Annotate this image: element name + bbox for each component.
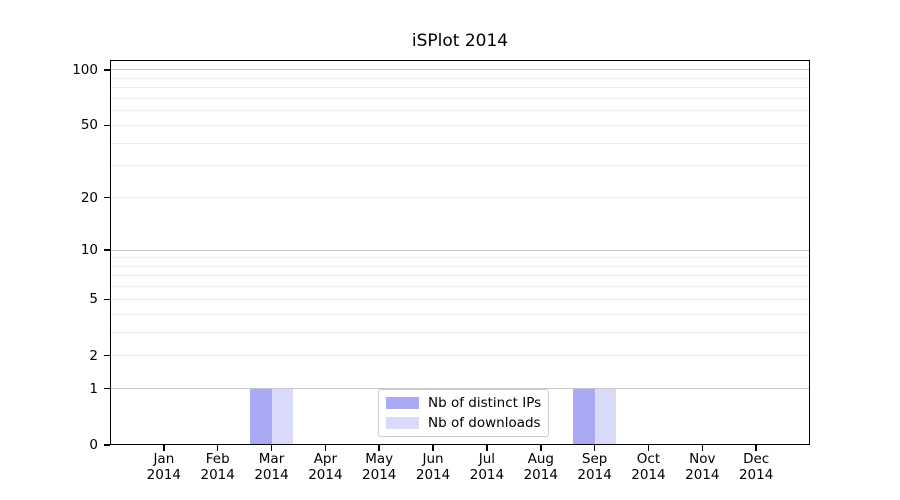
y-tick-mark xyxy=(104,444,110,446)
y-tick-label: 2 xyxy=(89,347,98,364)
minor-gridline xyxy=(110,286,810,288)
x-tick-month: Nov xyxy=(689,451,716,467)
y-tick-label: 100 xyxy=(72,61,98,78)
x-tick-year: 2014 xyxy=(146,467,182,483)
x-tick-month: Aug xyxy=(527,451,554,467)
y-tick-mark xyxy=(104,124,110,127)
x-tick-year: 2014 xyxy=(469,467,505,483)
minor-gridline xyxy=(110,87,810,89)
x-tick-month: Oct xyxy=(636,451,661,467)
minor-gridline xyxy=(110,331,810,333)
legend-row: Nb of downloads xyxy=(386,415,541,431)
x-tick-year: 2014 xyxy=(738,467,774,483)
legend-swatch-downloads xyxy=(386,417,419,429)
major-gridline xyxy=(110,249,810,251)
y-tick-label: 20 xyxy=(80,189,98,206)
x-tick-mark xyxy=(163,445,165,451)
x-tick-label: Jul 2014 xyxy=(457,451,517,483)
bar-downloads-mar-2014 xyxy=(271,388,294,445)
minor-gridline xyxy=(110,355,810,357)
major-gridline xyxy=(110,388,810,390)
x-tick-label: Jun 2014 xyxy=(403,451,463,483)
x-tick-mark xyxy=(593,445,596,451)
x-tick-month: Dec xyxy=(743,451,770,467)
x-tick-label: Dec 2014 xyxy=(726,451,786,483)
x-tick-label: Apr 2014 xyxy=(295,451,355,483)
x-tick-month: Apr xyxy=(313,451,338,467)
minor-gridline xyxy=(110,257,810,259)
x-tick-label: Sep 2014 xyxy=(565,451,625,483)
x-tick-year: 2014 xyxy=(308,467,343,483)
x-tick-mark xyxy=(216,445,219,451)
minor-gridline xyxy=(110,197,810,198)
legend-label-downloads: Nb of downloads xyxy=(428,415,541,431)
x-tick-mark xyxy=(270,445,273,451)
minor-gridline xyxy=(110,313,810,315)
y-tick-mark xyxy=(104,249,110,251)
minor-gridline xyxy=(110,165,810,167)
x-tick-mark xyxy=(378,445,380,451)
x-tick-label: Feb 2014 xyxy=(188,451,248,483)
x-tick-mark xyxy=(701,445,704,451)
y-tick-label: 10 xyxy=(80,242,98,259)
x-tick-month: Feb xyxy=(205,451,230,467)
x-tick-mark xyxy=(755,445,757,451)
minor-gridline xyxy=(110,265,810,267)
x-tick-label: Mar 2014 xyxy=(242,451,302,483)
x-tick-mark xyxy=(647,445,650,451)
x-tick-year: 2014 xyxy=(254,467,289,483)
x-tick-month: May xyxy=(365,451,394,467)
x-tick-mark xyxy=(540,445,542,451)
x-tick-label: Nov 2014 xyxy=(672,451,732,483)
legend-label-distinct-ips: Nb of distinct IPs xyxy=(428,395,542,411)
chart-title: iSPlot 2014 xyxy=(411,31,509,51)
x-tick-year: 2014 xyxy=(415,467,451,483)
minor-gridline xyxy=(110,77,810,79)
x-tick-year: 2014 xyxy=(200,467,235,483)
major-gridline xyxy=(110,69,810,71)
x-tick-label: Aug 2014 xyxy=(511,451,571,483)
x-tick-mark xyxy=(324,445,327,451)
x-tick-year: 2014 xyxy=(523,467,558,483)
legend-swatch-distinct-ips xyxy=(386,397,419,409)
minor-gridline xyxy=(110,110,810,112)
bar-distinct-ips-sep-2014 xyxy=(573,388,595,445)
x-tick-month: Sep xyxy=(581,451,608,467)
y-tick-mark xyxy=(104,354,110,357)
minor-gridline xyxy=(110,97,810,99)
x-tick-label: Jan 2014 xyxy=(134,451,194,483)
bar-distinct-ips-mar-2014 xyxy=(250,388,272,445)
x-tick-mark xyxy=(432,445,434,451)
bar-downloads-sep-2014 xyxy=(594,388,617,445)
x-tick-year: 2014 xyxy=(685,467,720,483)
minor-gridline xyxy=(110,298,810,300)
y-tick-mark xyxy=(104,387,110,390)
x-tick-label: May 2014 xyxy=(349,451,409,483)
minor-gridline xyxy=(110,142,810,144)
y-tick-mark xyxy=(104,196,110,199)
x-tick-mark xyxy=(486,445,488,451)
x-tick-month: Mar xyxy=(258,451,285,467)
y-tick-label: 0 xyxy=(89,437,98,453)
x-tick-month: Jun xyxy=(422,451,444,467)
x-tick-year: 2014 xyxy=(362,467,397,483)
y-tick-label: 50 xyxy=(80,117,98,134)
y-tick-label: 5 xyxy=(89,291,98,308)
y-tick-label: 1 xyxy=(89,380,98,397)
legend: Nb of distinct IPs Nb of downloads xyxy=(378,389,550,437)
y-tick-mark xyxy=(104,298,110,301)
x-tick-label: Oct 2014 xyxy=(618,451,678,483)
x-tick-month: Jan xyxy=(153,451,175,467)
plot-area: Nb of distinct IPs Nb of downloads xyxy=(110,60,810,445)
y-tick-mark xyxy=(104,69,110,71)
minor-gridline xyxy=(110,275,810,277)
x-tick-year: 2014 xyxy=(631,467,666,483)
legend-row: Nb of distinct IPs xyxy=(386,395,541,411)
x-tick-month: Jul xyxy=(478,451,496,467)
x-tick-year: 2014 xyxy=(577,467,612,483)
minor-gridline xyxy=(110,124,810,126)
